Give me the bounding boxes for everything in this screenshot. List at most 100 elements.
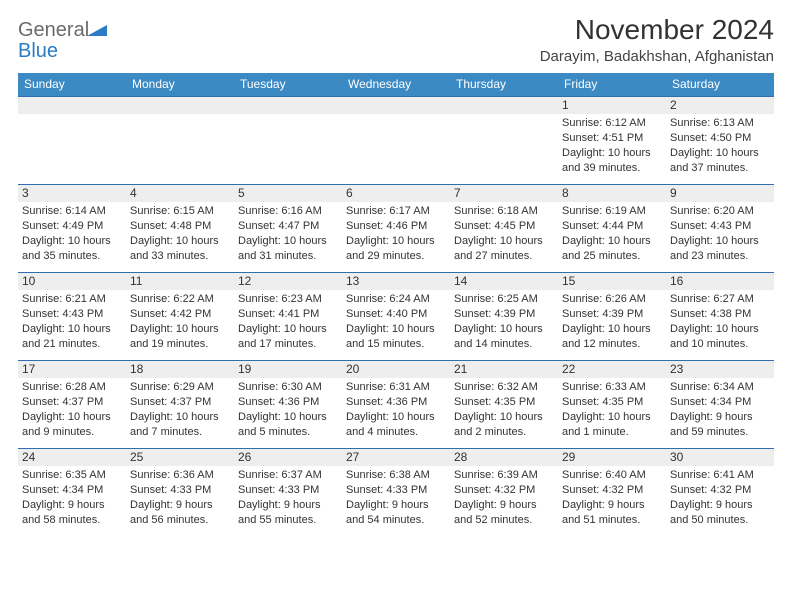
title-block: November 2024 Darayim, Badakhshan, Afgha…: [540, 14, 774, 65]
sunset-text: Sunset: 4:32 PM: [562, 483, 662, 498]
day-details: Sunrise: 6:15 AMSunset: 4:48 PMDaylight:…: [130, 204, 230, 263]
day-details: Sunrise: 6:25 AMSunset: 4:39 PMDaylight:…: [454, 292, 554, 351]
daylight-text: Daylight: 10 hours and 9 minutes.: [22, 410, 122, 440]
day-number: 20: [342, 361, 450, 378]
daylight-text: Daylight: 10 hours and 4 minutes.: [346, 410, 446, 440]
day-cell: 20Sunrise: 6:31 AMSunset: 4:36 PMDayligh…: [342, 360, 450, 448]
sunrise-text: Sunrise: 6:32 AM: [454, 380, 554, 395]
daylight-text: Daylight: 10 hours and 10 minutes.: [670, 322, 770, 352]
day-header-friday: Friday: [558, 73, 666, 96]
day-header-tuesday: Tuesday: [234, 73, 342, 96]
day-cell: 16Sunrise: 6:27 AMSunset: 4:38 PMDayligh…: [666, 272, 774, 360]
sunrise-text: Sunrise: 6:31 AM: [346, 380, 446, 395]
week-row: 3Sunrise: 6:14 AMSunset: 4:49 PMDaylight…: [18, 184, 774, 272]
sunset-text: Sunset: 4:48 PM: [130, 219, 230, 234]
daylight-text: Daylight: 10 hours and 23 minutes.: [670, 234, 770, 264]
day-header-wednesday: Wednesday: [342, 73, 450, 96]
day-number: 29: [558, 449, 666, 466]
sunset-text: Sunset: 4:33 PM: [130, 483, 230, 498]
sunrise-text: Sunrise: 6:29 AM: [130, 380, 230, 395]
day-details: Sunrise: 6:12 AMSunset: 4:51 PMDaylight:…: [562, 116, 662, 175]
sunset-text: Sunset: 4:45 PM: [454, 219, 554, 234]
day-details: Sunrise: 6:21 AMSunset: 4:43 PMDaylight:…: [22, 292, 122, 351]
sunset-text: Sunset: 4:49 PM: [22, 219, 122, 234]
day-number: 25: [126, 449, 234, 466]
day-cell: 1 Sunrise: 6:12 AMSunset: 4:51 PMDaylight…: [558, 96, 666, 184]
daylight-text: Daylight: 10 hours and 19 minutes.: [130, 322, 230, 352]
day-details: Sunrise: 6:38 AMSunset: 4:33 PMDaylight:…: [346, 468, 446, 527]
sunrise-text: Sunrise: 6:34 AM: [670, 380, 770, 395]
day-number: 21: [450, 361, 558, 378]
sunrise-text: Sunrise: 6:24 AM: [346, 292, 446, 307]
day-details: Sunrise: 6:22 AMSunset: 4:42 PMDaylight:…: [130, 292, 230, 351]
location-text: Darayim, Badakhshan, Afghanistan: [540, 48, 774, 65]
day-details: Sunrise: 6:28 AMSunset: 4:37 PMDaylight:…: [22, 380, 122, 439]
day-number: 1: [558, 97, 666, 114]
day-number: 13: [342, 273, 450, 290]
week-row: 1 Sunrise: 6:12 AMSunset: 4:51 PMDaylight…: [18, 96, 774, 184]
daylight-text: Daylight: 10 hours and 17 minutes.: [238, 322, 338, 352]
day-cell: 27 Sunrise: 6:38 AMSunset: 4:33 PMDayligh…: [342, 448, 450, 536]
daylight-text: Daylight: 10 hours and 29 minutes.: [346, 234, 446, 264]
daylight-text: Daylight: 10 hours and 27 minutes.: [454, 234, 554, 264]
logo: General Blue: [18, 20, 107, 62]
day-cell: 29 Sunrise: 6:40 AMSunset: 4:32 PMDayligh…: [558, 448, 666, 536]
empty-day-bar: [450, 97, 558, 114]
day-number: 30: [666, 449, 774, 466]
sunrise-text: Sunrise: 6:33 AM: [562, 380, 662, 395]
daylight-text: Daylight: 10 hours and 33 minutes.: [130, 234, 230, 264]
day-cell: 12Sunrise: 6:23 AMSunset: 4:41 PMDayligh…: [234, 272, 342, 360]
daylight-text: Daylight: 10 hours and 2 minutes.: [454, 410, 554, 440]
sunrise-text: Sunrise: 6:39 AM: [454, 468, 554, 483]
week-row: 10 Sunrise: 6:21 AMSunset: 4:43 PMDayligh…: [18, 272, 774, 360]
day-cell: 10 Sunrise: 6:21 AMSunset: 4:43 PMDayligh…: [18, 272, 126, 360]
sunrise-text: Sunrise: 6:13 AM: [670, 116, 770, 131]
day-number: 10: [18, 273, 126, 290]
day-cell: 5Sunrise: 6:16 AMSunset: 4:47 PMDaylight…: [234, 184, 342, 272]
daylight-text: Daylight: 9 hours and 51 minutes.: [562, 498, 662, 528]
day-details: Sunrise: 6:34 AMSunset: 4:34 PMDaylight:…: [670, 380, 770, 439]
sunrise-text: Sunrise: 6:17 AM: [346, 204, 446, 219]
empty-day-cell: [450, 96, 558, 184]
day-cell: 30Sunrise: 6:41 AMSunset: 4:32 PMDayligh…: [666, 448, 774, 536]
empty-day-cell: [342, 96, 450, 184]
day-header-sunday: Sunday: [18, 73, 126, 96]
daylight-text: Daylight: 10 hours and 39 minutes.: [562, 146, 662, 176]
day-details: Sunrise: 6:24 AMSunset: 4:40 PMDaylight:…: [346, 292, 446, 351]
sunrise-text: Sunrise: 6:37 AM: [238, 468, 338, 483]
sunrise-text: Sunrise: 6:40 AM: [562, 468, 662, 483]
day-cell: 22Sunrise: 6:33 AMSunset: 4:35 PMDayligh…: [558, 360, 666, 448]
day-number: 3: [18, 185, 126, 202]
sunset-text: Sunset: 4:39 PM: [454, 307, 554, 322]
day-details: Sunrise: 6:36 AMSunset: 4:33 PMDaylight:…: [130, 468, 230, 527]
day-number: 24: [18, 449, 126, 466]
sunrise-text: Sunrise: 6:30 AM: [238, 380, 338, 395]
empty-day-bar: [342, 97, 450, 114]
day-header-thursday: Thursday: [450, 73, 558, 96]
daylight-text: Daylight: 9 hours and 50 minutes.: [670, 498, 770, 528]
daylight-text: Daylight: 10 hours and 21 minutes.: [22, 322, 122, 352]
sunset-text: Sunset: 4:51 PM: [562, 131, 662, 146]
day-number: 5: [234, 185, 342, 202]
empty-day-cell: [18, 96, 126, 184]
empty-day-bar: [234, 97, 342, 114]
day-details: Sunrise: 6:23 AMSunset: 4:41 PMDaylight:…: [238, 292, 338, 351]
day-details: Sunrise: 6:27 AMSunset: 4:38 PMDaylight:…: [670, 292, 770, 351]
sunset-text: Sunset: 4:32 PM: [670, 483, 770, 498]
day-details: Sunrise: 6:33 AMSunset: 4:35 PMDaylight:…: [562, 380, 662, 439]
day-cell: 2Sunrise: 6:13 AMSunset: 4:50 PMDaylight…: [666, 96, 774, 184]
day-number: 27: [342, 449, 450, 466]
day-cell: 25 Sunrise: 6:36 AMSunset: 4:33 PMDayligh…: [126, 448, 234, 536]
day-cell: 28Sunrise: 6:39 AMSunset: 4:32 PMDayligh…: [450, 448, 558, 536]
sunset-text: Sunset: 4:40 PM: [346, 307, 446, 322]
day-number: 6: [342, 185, 450, 202]
day-number: 23: [666, 361, 774, 378]
daylight-text: Daylight: 10 hours and 14 minutes.: [454, 322, 554, 352]
day-details: Sunrise: 6:37 AMSunset: 4:33 PMDaylight:…: [238, 468, 338, 527]
daylight-text: Daylight: 9 hours and 59 minutes.: [670, 410, 770, 440]
daylight-text: Daylight: 9 hours and 56 minutes.: [130, 498, 230, 528]
day-details: Sunrise: 6:18 AMSunset: 4:45 PMDaylight:…: [454, 204, 554, 263]
sunset-text: Sunset: 4:32 PM: [454, 483, 554, 498]
sunset-text: Sunset: 4:38 PM: [670, 307, 770, 322]
day-details: Sunrise: 6:17 AMSunset: 4:46 PMDaylight:…: [346, 204, 446, 263]
